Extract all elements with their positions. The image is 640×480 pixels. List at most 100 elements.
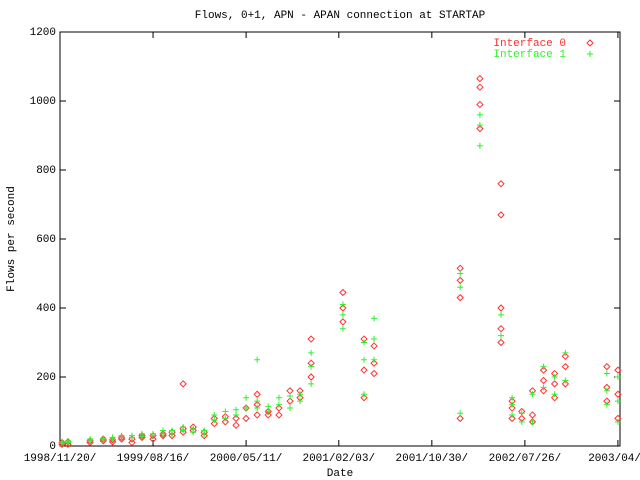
x-tick-label: 2002/07/26/ [489, 453, 562, 465]
data-point [169, 427, 176, 434]
data-point [253, 411, 261, 419]
data-point [497, 324, 505, 333]
data-point [476, 100, 484, 109]
data-point [339, 318, 347, 326]
x-tick-label: 1998/11/20/ [24, 453, 97, 465]
data-point [339, 301, 346, 308]
data-point [509, 401, 516, 408]
data-point [539, 387, 548, 395]
data-point [476, 83, 484, 91]
data-point [456, 293, 464, 302]
data-point [200, 431, 208, 440]
data-point [360, 366, 368, 374]
data-point [614, 366, 622, 374]
data-point [150, 430, 157, 437]
data-point [287, 392, 294, 399]
data-point [540, 363, 547, 370]
data-point [307, 335, 315, 343]
data-point [138, 430, 145, 437]
x-axis-label: Date [327, 468, 353, 480]
data-point [561, 380, 570, 388]
data-point [476, 111, 483, 118]
data-point [497, 180, 505, 188]
data-point [222, 415, 229, 422]
data-point [497, 211, 505, 219]
data-point [128, 438, 136, 447]
legend-marker [587, 51, 593, 57]
data-point [233, 406, 240, 413]
data-point [160, 427, 167, 434]
data-point [550, 380, 559, 388]
data-point [64, 437, 71, 444]
data-point [529, 418, 536, 425]
data-point [210, 419, 218, 428]
data-point [498, 311, 505, 318]
data-point [168, 431, 176, 440]
data-point [529, 391, 536, 398]
data-point [371, 356, 378, 363]
data-point [456, 276, 464, 285]
data-point [275, 411, 283, 419]
data-point [457, 270, 464, 277]
data-point [339, 325, 346, 332]
x-tick-label: 2000/05/11/ [210, 453, 283, 465]
data-point [149, 435, 157, 443]
data-point [539, 366, 548, 374]
data-point [509, 411, 516, 418]
data-point [614, 418, 621, 425]
data-point [339, 311, 346, 318]
data-point [614, 398, 621, 405]
x-tick-label: 2001/02/03/ [302, 453, 375, 465]
data-point [360, 393, 368, 402]
data-point [297, 391, 304, 398]
data-point [232, 414, 240, 423]
y-axis-label: Flows per second [6, 186, 18, 292]
data-point [361, 356, 368, 363]
data-point [518, 418, 525, 425]
legend-marker [586, 39, 594, 47]
data-point [476, 122, 483, 129]
data-point [287, 405, 294, 412]
data-point [265, 408, 272, 415]
y-tick-label: 1200 [30, 27, 56, 39]
data-point [497, 338, 505, 347]
legend-label: Interface 1 [493, 49, 566, 61]
data-point [603, 362, 611, 371]
data-point [264, 411, 272, 419]
data-point [497, 304, 505, 312]
data-point [361, 391, 368, 398]
data-point [614, 390, 622, 398]
data-point [109, 434, 116, 441]
data-point [211, 411, 218, 418]
data-point [179, 428, 187, 436]
data-point [308, 349, 315, 356]
data-point [518, 410, 525, 417]
data-point [498, 332, 505, 339]
data-point [308, 363, 315, 370]
data-point [509, 394, 516, 401]
data-point [87, 436, 94, 443]
data-point [562, 349, 569, 356]
data-point [222, 408, 229, 415]
data-point [457, 284, 464, 291]
data-point [307, 373, 315, 381]
data-point [476, 142, 483, 149]
data-point [211, 417, 218, 424]
data-point [539, 376, 548, 385]
data-point [603, 401, 610, 408]
data-point [370, 369, 378, 378]
data-point [221, 418, 230, 426]
data-point [476, 74, 484, 83]
legend-label: Interface 0 [493, 38, 566, 50]
data-point [551, 374, 558, 380]
data-point [476, 124, 484, 133]
data-point [59, 438, 66, 445]
data-point [551, 391, 558, 398]
data-point [339, 304, 347, 312]
data-point [128, 435, 136, 443]
data-point [275, 404, 283, 412]
data-point [528, 411, 537, 419]
data-point [370, 359, 378, 367]
chart-title: Flows, 0+1, APN - APAN connection at STA… [195, 10, 486, 22]
data-point [128, 432, 135, 439]
